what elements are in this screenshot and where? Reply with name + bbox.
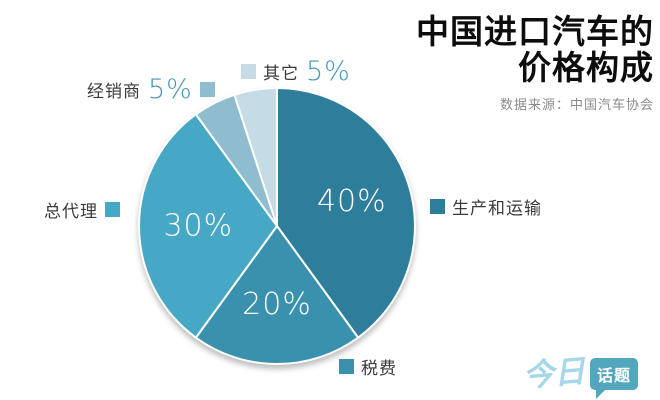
legend-jingxiaoshang: 经销商 5%	[87, 74, 215, 105]
legend-swatch-jingxiaoshang	[199, 82, 215, 97]
pie-percent-label-0: 40%	[317, 184, 387, 219]
logo-text-huati: 话题	[596, 366, 631, 385]
title-line-1: 中国进口汽车的	[416, 12, 654, 51]
legend-label-shengchan-yunshu: 生产和运输	[452, 199, 542, 219]
data-source: 数据来源：中国汽车协会	[499, 98, 654, 114]
pie-slice-4	[233, 87, 278, 227]
chart-title: 中国进口汽车的 价格构成 数据来源：中国汽车协会	[416, 14, 654, 113]
legend-swatch-shengchan-yunshu	[430, 199, 445, 214]
legend-zongdaili: 总代理	[44, 197, 120, 222]
legend-pct-qita: 5%	[306, 56, 351, 87]
legend-swatch-qita	[241, 64, 256, 79]
legend-swatch-shuifei	[339, 359, 354, 374]
legend-label-jingxiaoshang: 经销商	[87, 82, 141, 102]
legend-shuifei: 税费	[339, 354, 397, 379]
legend-swatch-zongdaili	[105, 202, 120, 217]
pie-percent-label-2: 30%	[163, 209, 233, 244]
logo-text-jinri: 今日	[521, 352, 587, 395]
legend-label-shuifei: 税费	[361, 359, 397, 379]
logo-speech-bubble: 话题	[589, 358, 638, 399]
logo-jinri-huati: 今日 话题	[521, 352, 638, 399]
legend-qita: 其它 5%	[241, 56, 351, 87]
legend-label-qita: 其它	[263, 64, 299, 84]
legend-shengchan-yunshu: 生产和运输	[430, 194, 542, 219]
pie-chart: 40% 20% 30%	[138, 87, 416, 365]
legend-label-zongdaili: 总代理	[44, 202, 98, 222]
pie-slice-2	[138, 113, 278, 339]
pie-percent-label-1: 20%	[242, 287, 312, 322]
legend-pct-jingxiaoshang: 5%	[148, 74, 193, 105]
pie-slice-1	[194, 225, 360, 365]
pie-slice-0	[276, 87, 416, 339]
title-line-2: 价格构成	[518, 47, 654, 87]
